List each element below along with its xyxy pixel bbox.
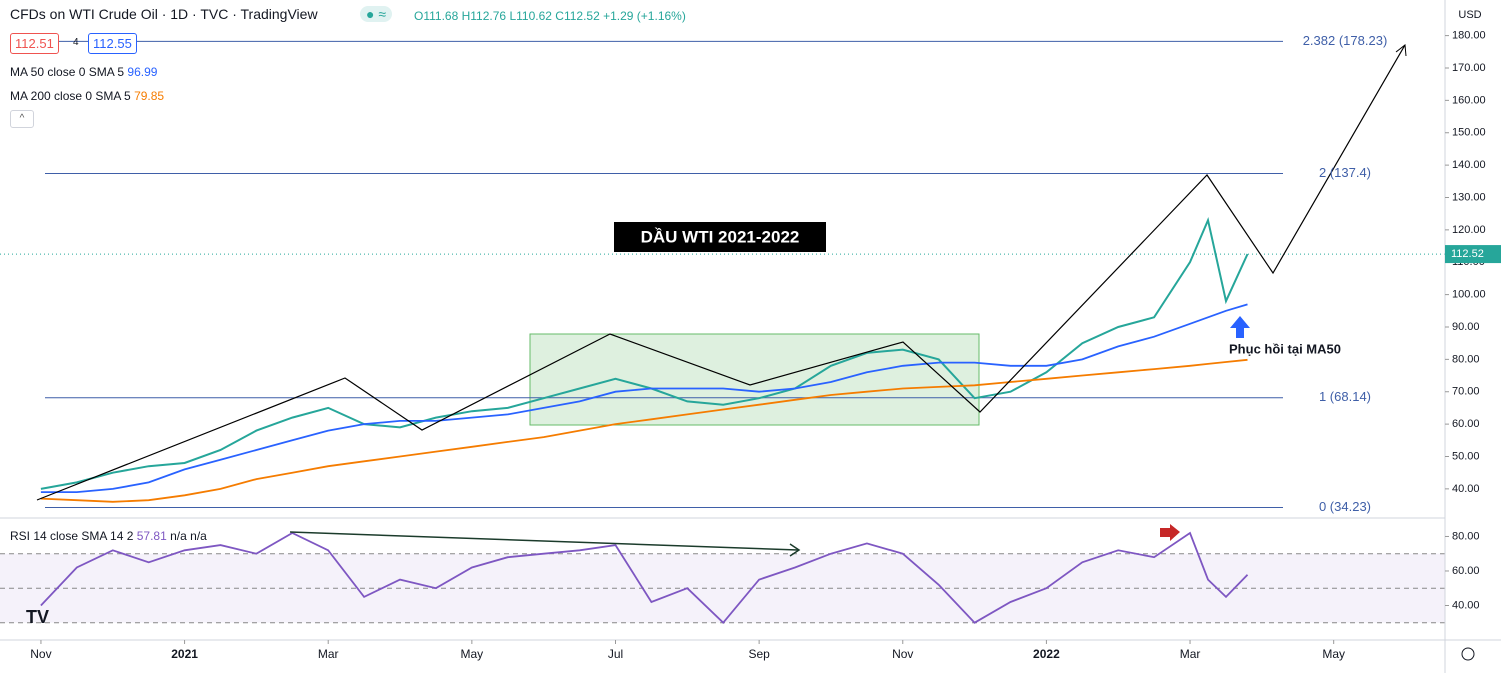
last-price-label: 112.52 bbox=[1451, 248, 1484, 260]
legend-value: 57.81 bbox=[136, 529, 167, 543]
x-tick-label: 2022 bbox=[1033, 647, 1060, 661]
y-tick-label: 60.00 bbox=[1452, 565, 1480, 577]
legend-value: n/a bbox=[170, 529, 187, 543]
up-arrow bbox=[1230, 316, 1250, 338]
ohlc: O111.68 H112.76 L110.62 C112.52 +1.29 (+… bbox=[414, 9, 686, 23]
fib-label: 0 (34.23) bbox=[1319, 499, 1371, 514]
x-tick-label: Mar bbox=[318, 647, 339, 661]
x-tick-label: Mar bbox=[1180, 647, 1201, 661]
y-tick-label: 170.00 bbox=[1452, 62, 1486, 74]
right-arrow bbox=[1160, 524, 1180, 541]
y-tick-label: 70.00 bbox=[1452, 386, 1480, 398]
ohlc-value: H112.76 bbox=[461, 9, 507, 23]
x-tick-label: Sep bbox=[748, 647, 770, 661]
ohlc-change: +1.29 (+1.16%) bbox=[603, 9, 686, 23]
status-badge[interactable]: ● ≈ bbox=[360, 6, 393, 22]
series-line bbox=[40, 531, 1249, 625]
fib-label: 2.382 (178.23) bbox=[1303, 33, 1388, 48]
legend-item: MA 200 close 0 SMA 5 79.85 bbox=[10, 89, 164, 103]
fib-label: 1 (68.14) bbox=[1319, 389, 1371, 404]
x-tick-label: May bbox=[461, 647, 484, 661]
legend-label: MA 200 close 0 SMA 5 bbox=[10, 89, 131, 103]
settings-icon[interactable] bbox=[1461, 647, 1475, 661]
legend-item: MA 50 close 0 SMA 5 96.99 bbox=[10, 65, 157, 79]
y-tick-label: 140.00 bbox=[1452, 159, 1486, 171]
arrow-head bbox=[789, 543, 801, 557]
arrow-head bbox=[1395, 44, 1407, 57]
y-tick-label: 130.00 bbox=[1452, 191, 1486, 203]
y-tick-label: 80.00 bbox=[1452, 353, 1480, 365]
logo: TV bbox=[26, 607, 49, 627]
y-tick-label: 120.00 bbox=[1452, 224, 1486, 236]
y-tick-label: 90.00 bbox=[1452, 321, 1480, 333]
series-line bbox=[40, 358, 1248, 503]
collapse-button[interactable]: ^ bbox=[10, 110, 34, 128]
y-tick-label: 40.00 bbox=[1452, 599, 1480, 611]
rsi-trendline bbox=[289, 531, 799, 551]
ohlc-value: C112.52 bbox=[555, 9, 600, 23]
series-line bbox=[40, 216, 1249, 490]
fib-label: 2 (137.4) bbox=[1319, 165, 1371, 180]
bid-button[interactable]: 112.51 bbox=[10, 33, 59, 54]
x-tick-label: 2021 bbox=[171, 647, 198, 661]
spread: 4 bbox=[73, 37, 79, 48]
legend-label: RSI 14 close SMA 14 2 bbox=[10, 529, 134, 543]
x-tick-label: May bbox=[1322, 647, 1345, 661]
y-tick-label: 100.00 bbox=[1452, 289, 1486, 301]
legend-label: MA 50 close 0 SMA 5 bbox=[10, 65, 125, 79]
x-tick-label: Jul bbox=[608, 647, 623, 661]
ohlc-value: L110.62 bbox=[509, 9, 552, 23]
chart-annotation: Phục hồi tại MA50 bbox=[1229, 341, 1341, 356]
legend-value: 79.85 bbox=[134, 89, 165, 103]
y-tick-label: 40.00 bbox=[1452, 483, 1480, 495]
x-tick-label: Nov bbox=[892, 647, 913, 661]
range-box bbox=[529, 333, 980, 426]
y-tick-label: 50.00 bbox=[1452, 450, 1480, 462]
chart-title: CFDs on WTI Crude Oil · 1D · TVC · Tradi… bbox=[10, 6, 318, 22]
y-tick-label: 160.00 bbox=[1452, 94, 1486, 106]
y-tick-label: 60.00 bbox=[1452, 418, 1480, 430]
legend-value: 96.99 bbox=[127, 65, 158, 79]
currency: USD bbox=[1458, 9, 1481, 21]
y-tick-label: 150.00 bbox=[1452, 127, 1486, 139]
chart-annotation: DẦU WTI 2021-2022 bbox=[641, 227, 800, 246]
ohlc-value: O111.68 bbox=[414, 9, 459, 23]
rsi-legend: RSI 14 close SMA 14 2 57.81 n/a n/a bbox=[10, 529, 207, 543]
x-tick-label: Nov bbox=[30, 647, 51, 661]
zigzag-drawing bbox=[36, 44, 1406, 501]
y-tick-label: 80.00 bbox=[1452, 530, 1480, 542]
legend-value: n/a bbox=[190, 529, 207, 543]
last-price-tag bbox=[1445, 245, 1501, 264]
y-tick-label: 180.00 bbox=[1452, 30, 1486, 42]
series-line bbox=[40, 303, 1248, 493]
title-box bbox=[614, 222, 826, 252]
ask-button[interactable]: 112.55 bbox=[88, 33, 137, 54]
